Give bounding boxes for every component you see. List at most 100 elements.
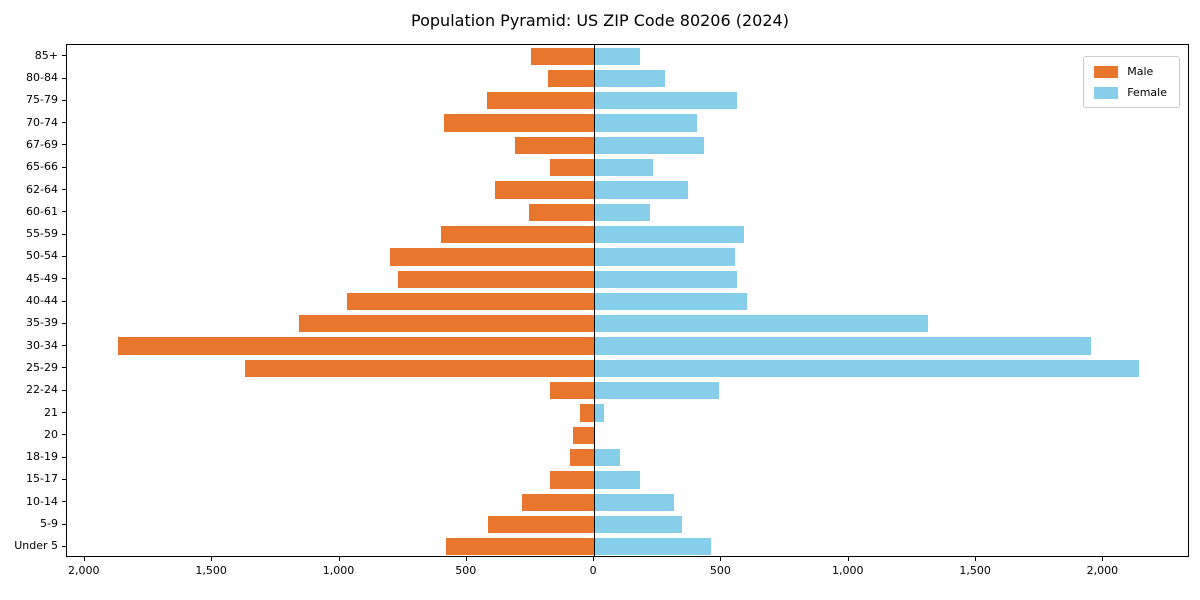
bar-male (549, 159, 595, 177)
y-tick-label: 45-49 (26, 271, 58, 285)
y-tick-label: 21 (44, 405, 58, 419)
bar-female (594, 315, 928, 333)
bar-male (298, 315, 595, 333)
y-tick-mark (62, 412, 66, 413)
bar-female (594, 493, 675, 511)
y-tick-label: 75-79 (26, 93, 58, 107)
y-tick-label: 55-59 (26, 227, 58, 241)
legend-male-label: Male (1127, 65, 1154, 78)
x-axis-labels: 2,000 1,500 1,000 500 0 500 1,000 1,500 2,000 (66, 564, 1189, 582)
bar-female (594, 47, 640, 65)
plot-area: Male Female (66, 44, 1189, 557)
x-tick-label: 500 (455, 564, 477, 577)
y-tick-mark (62, 389, 66, 391)
y-tick-label: 18-19 (26, 450, 58, 464)
y-tick-label: 85+ (34, 48, 58, 62)
legend-item-female: Female (1094, 86, 1167, 99)
bar-male (488, 515, 595, 534)
bar-female (594, 359, 1139, 378)
x-tick-mark (465, 557, 467, 561)
legend-item-male: Male (1094, 65, 1167, 78)
y-tick-mark (62, 523, 66, 525)
y-tick-label: 20 (44, 427, 58, 441)
y-tick-mark (62, 545, 66, 547)
bar-male (580, 404, 595, 422)
bar-female (594, 136, 704, 155)
y-tick-mark (62, 144, 66, 146)
y-axis-labels: 85+ 80-84 75-79 70-74 67-69 65-66 62-64 60-61 55… (0, 44, 58, 557)
x-tick-mark (593, 557, 595, 561)
bar-male (390, 248, 595, 266)
y-tick-label: 22-24 (26, 383, 58, 397)
bar-male (494, 181, 595, 199)
y-tick-label: 10-14 (26, 494, 58, 508)
zero-axis-line (594, 45, 596, 556)
y-tick-label: 62-64 (26, 182, 58, 196)
bar-female (594, 292, 747, 311)
y-tick-mark (62, 456, 66, 458)
y-tick-label: 15-17 (26, 472, 58, 486)
x-tick-mark (847, 557, 849, 561)
bar-female (594, 159, 653, 177)
bar-male (515, 136, 595, 155)
y-tick-mark (62, 166, 66, 168)
bar-female (594, 382, 719, 400)
y-tick-label: 5-9 (40, 517, 58, 530)
bar-female (594, 471, 640, 489)
bar-male (245, 359, 595, 378)
x-tick-label: 1,000 (832, 564, 864, 577)
legend-female-label: Female (1127, 86, 1167, 99)
bar-male (443, 114, 595, 132)
bar-male (549, 471, 595, 489)
bar-male (117, 337, 595, 355)
y-tick-mark (62, 501, 66, 503)
y-tick-label: 50-54 (26, 249, 58, 263)
y-tick-mark (62, 434, 66, 436)
y-tick-label: 40-44 (26, 294, 58, 307)
y-tick-mark (62, 478, 66, 480)
bar-female (594, 92, 737, 110)
x-tick-label: 1,500 (195, 564, 227, 577)
y-tick-label: 35-39 (26, 316, 58, 330)
legend: Male Female (1083, 56, 1180, 108)
female-color-swatch-icon (1094, 86, 1119, 99)
bar-female (594, 270, 737, 288)
bar-female (594, 248, 736, 266)
y-tick-mark (62, 367, 66, 369)
chart-title: Population Pyramid: US ZIP Code 80206 (2… (411, 11, 789, 30)
y-tick-mark (62, 189, 66, 190)
y-tick-label: 70-74 (26, 115, 58, 129)
x-tick-label: 1,500 (959, 564, 991, 577)
x-tick-label: 1,000 (322, 564, 355, 577)
x-tick-mark (338, 557, 340, 561)
bar-male (569, 448, 595, 467)
y-tick-mark (62, 55, 66, 57)
x-tick-label: 0 (589, 564, 597, 577)
x-tick-mark (720, 557, 722, 561)
y-tick-mark (62, 122, 66, 124)
y-tick-mark (62, 255, 66, 257)
y-tick-label: 67-69 (26, 137, 58, 151)
bar-female (594, 203, 651, 221)
bar-male (446, 538, 595, 556)
x-tick-mark (83, 557, 85, 561)
bar-female (594, 448, 620, 467)
bar-male (441, 225, 595, 244)
x-tick-label: 500 (709, 564, 731, 577)
bar-male (398, 270, 595, 288)
bar-female (594, 114, 698, 132)
x-tick-label: 2,000 (1086, 564, 1119, 577)
y-tick-mark (62, 233, 66, 235)
y-tick-label: 25-29 (26, 360, 58, 374)
bar-female (594, 181, 689, 199)
y-axis-ticks (62, 44, 66, 557)
x-tick-mark (211, 557, 213, 561)
bar-male (521, 493, 595, 511)
x-axis-ticks (66, 557, 1189, 561)
y-tick-label: Under 5 (14, 539, 58, 553)
bar-male (548, 69, 595, 88)
x-tick-mark (975, 557, 977, 561)
y-tick-mark (62, 345, 66, 347)
bar-female (594, 515, 682, 534)
